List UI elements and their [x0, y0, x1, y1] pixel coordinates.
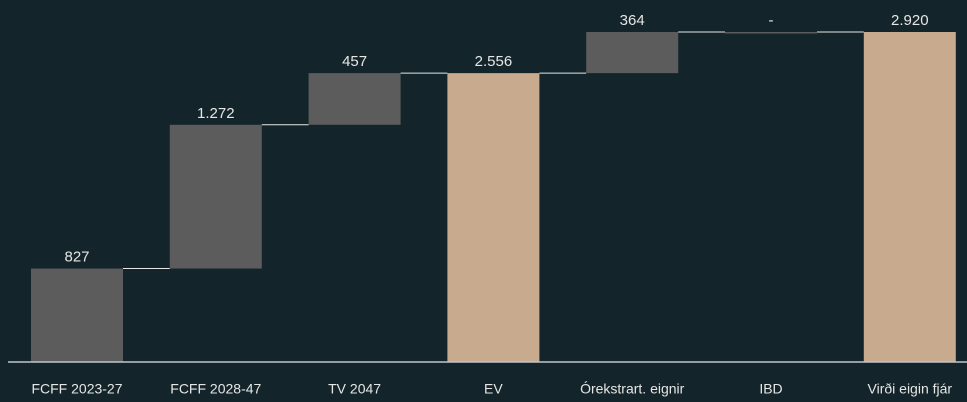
x-tick-label: EV [484, 381, 503, 397]
bar [31, 268, 123, 362]
x-tick-label: Órekstrart. eignir [580, 381, 685, 397]
bar [863, 32, 956, 362]
x-tick-label: IBD [759, 381, 782, 397]
value-label: 1.272 [197, 105, 235, 122]
bar [725, 32, 817, 34]
value-label: 2.556 [475, 53, 513, 70]
x-tick-label: TV 2047 [328, 381, 381, 397]
value-label: - [769, 12, 774, 29]
value-label: 827 [64, 249, 89, 266]
x-tick-label: Virði eigin fjár [868, 381, 953, 397]
bar [169, 124, 262, 269]
bar [447, 73, 540, 362]
value-label: 364 [620, 12, 645, 29]
bar [586, 32, 679, 74]
x-tick-label: FCFF 2023-27 [31, 381, 122, 397]
x-tick-label: FCFF 2028-47 [170, 381, 261, 397]
value-label: 2.920 [891, 12, 929, 29]
value-label: 457 [342, 53, 367, 70]
bar [308, 73, 401, 125]
